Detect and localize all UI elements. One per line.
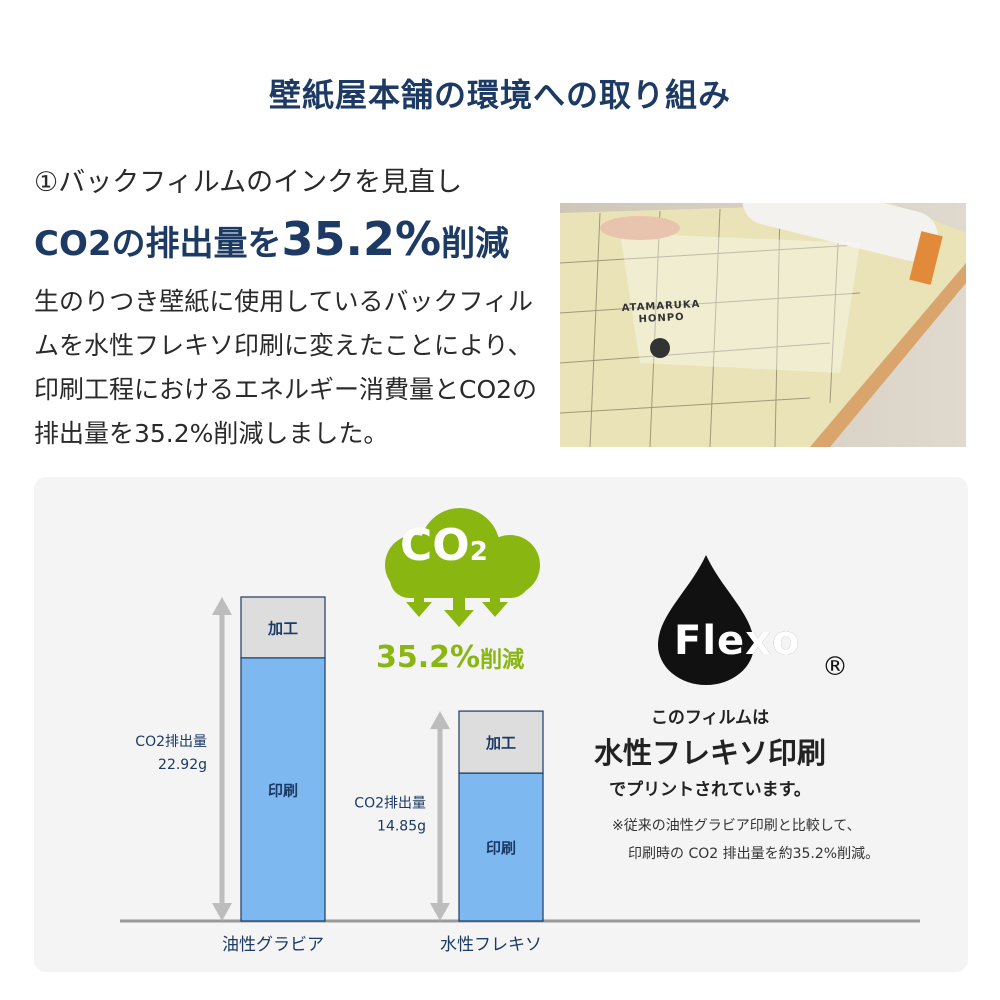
cloud-subscript: 2 [469,537,488,567]
segment-label: 加工 [485,734,516,752]
category-label: 水性フレキソ [440,935,542,955]
bar-segment-processing [240,596,326,659]
flexo-line2: 水性フレキソ印刷 [593,736,826,770]
flexo-note2: 印刷時の CO2 排出量を約35.2%削減。 [628,846,880,862]
total-label: CO2排出量 [135,734,207,750]
bar-segment-printing [240,657,326,922]
reduction-suffix: 削減 [480,648,525,673]
arrow-up-head [212,597,232,615]
reduction-value: 35.2% [376,640,481,675]
flexo-logo-text: Flexo [674,618,801,664]
cloud-text: CO [400,520,470,571]
segment-label: 加工 [267,619,298,637]
section-subtitle: ①バックフィルムのインクを見直し [34,167,463,198]
flexo-line3: でプリントされています。 [609,780,811,800]
bar-segment-printing [458,772,544,922]
segment-label: 印刷 [268,781,298,799]
arrow-down-head [430,903,450,921]
headline-prefix: CO2の排出量を [34,224,282,264]
cloud-label: CO2 [400,520,488,571]
segment-label: 印刷 [486,839,516,857]
page-title: 壁紙屋本舗の環境への取り組み [268,76,731,114]
total-value: 14.85g [377,819,426,835]
co2-cloud-icon [385,508,540,627]
section-body: 生のりつき壁紙に使用しているバックフィルムを水性フレキソ印刷に変えたことにより、… [34,287,538,448]
total-value: 22.92g [158,757,207,773]
flexo-line1: このフィルムは [650,708,770,728]
reduction-label: 35.2%削減 [376,640,524,675]
photo-illustration [560,203,966,447]
flexo-drop-icon [658,555,754,685]
headline-suffix: 削減 [441,224,510,264]
product-photo: ATAMARUKA HONPO [560,203,966,447]
flexo-note1: ※従来の油性グラビア印刷と比較して、 [612,818,861,834]
bar-segment-processing [458,710,544,774]
arrow-down-head [212,903,232,921]
headline-value: 35.2% [281,212,442,266]
registered-mark: ® [822,652,848,682]
total-label: CO2排出量 [354,796,426,812]
category-label: 油性グラビア [222,935,324,955]
arrow-up-head [430,711,450,730]
headline: CO2の排出量を35.2%削減 [34,212,509,266]
